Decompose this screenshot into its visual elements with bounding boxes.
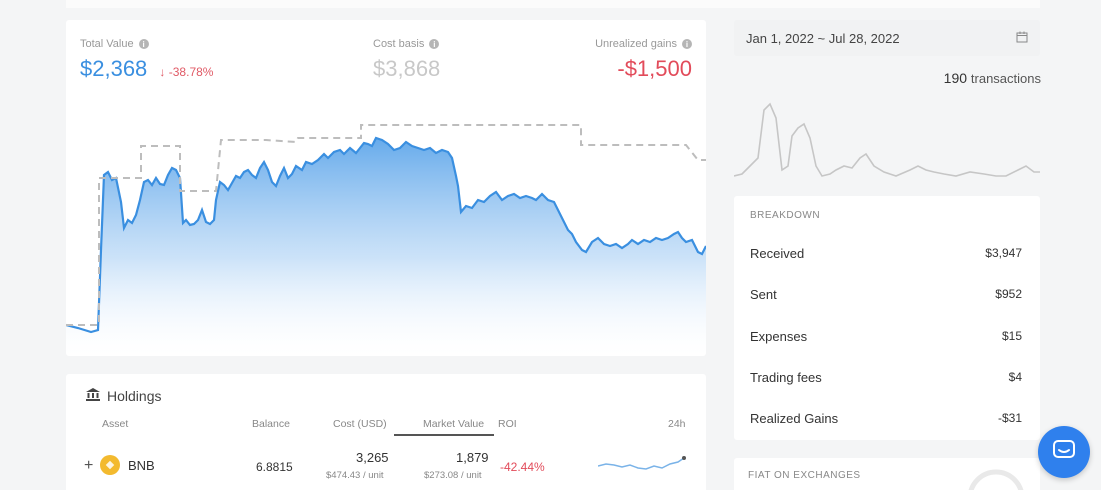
transactions-number: 190 <box>943 70 968 86</box>
breakdown-value: $4 <box>1008 370 1022 384</box>
transactions-sparkline-line <box>734 102 1040 177</box>
breakdown-label: Realized Gains <box>750 411 839 426</box>
breakdown-value: $15 <box>1001 329 1022 343</box>
top-strip <box>66 0 1040 8</box>
breakdown-row-realized-gains: Realized Gains -$31 <box>750 411 1022 426</box>
asset-24h-sparkline <box>598 456 686 470</box>
info-icon[interactable]: i <box>138 39 149 49</box>
calendar-icon[interactable] <box>1016 31 1028 46</box>
portfolio-value-card: Total Value i $2,368 ↓ -38.78% Cost basis… <box>66 20 706 356</box>
arrow-down-icon: ↓ <box>159 65 166 79</box>
breakdown-label: Sent <box>750 287 777 302</box>
breakdown-label: Expenses <box>750 329 808 344</box>
fiat-title: FIAT ON EXCHANGES <box>748 470 861 481</box>
info-icon[interactable]: i <box>682 39 692 49</box>
asset-roi: -42.44% <box>500 460 545 474</box>
transactions-sparkline <box>734 102 1040 177</box>
asset-cost-unit: $474.43 / unit <box>326 470 384 481</box>
total-value-change: ↓ -38.78% <box>159 65 213 79</box>
breakdown-title: BREAKDOWN <box>750 210 821 221</box>
column-balance[interactable]: Balance <box>252 418 290 430</box>
info-icon[interactable]: i <box>429 39 440 49</box>
breakdown-value: $3,947 <box>985 246 1022 260</box>
holdings-card: Holdings Asset Balance Cost (USD) Market… <box>66 374 706 490</box>
chat-icon <box>1053 439 1075 465</box>
asset-cost: 3,265 <box>356 450 389 465</box>
cost-basis-label: Cost basis <box>373 38 425 50</box>
column-24h[interactable]: 24h <box>668 418 686 430</box>
value-line <box>66 136 706 334</box>
column-market-value[interactable]: Market Value <box>423 418 485 430</box>
column-roi[interactable]: ROI <box>498 418 517 430</box>
column-asset[interactable]: Asset <box>102 418 129 430</box>
unrealized-gains-label: Unrealized gains <box>595 38 677 50</box>
breakdown-row-trading-fees: Trading fees $4 <box>750 370 1022 385</box>
fiat-donut-ring <box>968 469 1024 490</box>
asset-24h-sparkline-end <box>682 456 686 460</box>
breakdown-card: BREAKDOWN Received $3,947 Sent $952 Expe… <box>734 196 1040 440</box>
fiat-donut <box>968 469 1024 490</box>
breakdown-label: Received <box>750 246 805 261</box>
breakdown-row-sent: Sent $952 <box>750 287 1022 302</box>
asset-market-value: 1,879 <box>456 450 489 465</box>
sort-indicator <box>394 434 494 436</box>
cost-basis-stat: Cost basis i $3,868 <box>373 38 440 82</box>
asset-name: BNB <box>128 458 155 473</box>
value-area <box>66 138 706 356</box>
breakdown-row-received: Received $3,947 <box>750 246 1022 261</box>
date-range-picker[interactable]: Jan 1, 2022 ~ Jul 28, 2022 <box>734 20 1040 56</box>
date-range-text: Jan 1, 2022 ~ Jul 28, 2022 <box>746 30 900 46</box>
total-change-text: -38.78% <box>168 65 214 79</box>
chat-launcher-button[interactable] <box>1038 426 1090 478</box>
fiat-on-exchanges-card: FIAT ON EXCHANGES <box>734 458 1040 490</box>
breakdown-row-expenses: Expenses $15 <box>750 329 1022 344</box>
asset-market-unit: $273.08 / unit <box>424 470 482 481</box>
transactions-label: transactions <box>970 71 1041 86</box>
asset-balance: 6.8815 <box>256 460 293 474</box>
asset-24h-sparkline-line <box>598 457 685 470</box>
column-cost[interactable]: Cost (USD) <box>333 418 387 430</box>
total-value-label: Total Value <box>80 38 134 50</box>
cost-basis-amount: $3,868 <box>373 56 441 81</box>
transactions-count: 190 transactions <box>800 70 1041 86</box>
breakdown-value: $952 <box>995 287 1022 301</box>
expand-plus-icon[interactable]: + <box>84 457 94 474</box>
holdings-title-text: Holdings <box>107 388 162 404</box>
holdings-title: Holdings <box>86 388 161 404</box>
portfolio-value-chart[interactable] <box>66 90 706 356</box>
bank-icon <box>86 388 100 404</box>
total-value-stat: Total Value i $2,368 ↓ -38.78% <box>80 38 213 82</box>
unrealized-gains-stat: Unrealized gains i -$1,500 <box>595 38 692 82</box>
total-value-amount: $2,368 <box>80 56 148 81</box>
breakdown-value: -$31 <box>997 411 1022 425</box>
breakdown-label: Trading fees <box>750 370 822 385</box>
unrealized-gains-amount: -$1,500 <box>617 56 692 81</box>
cost-basis-line <box>66 124 706 326</box>
bnb-coin-icon <box>100 455 120 478</box>
